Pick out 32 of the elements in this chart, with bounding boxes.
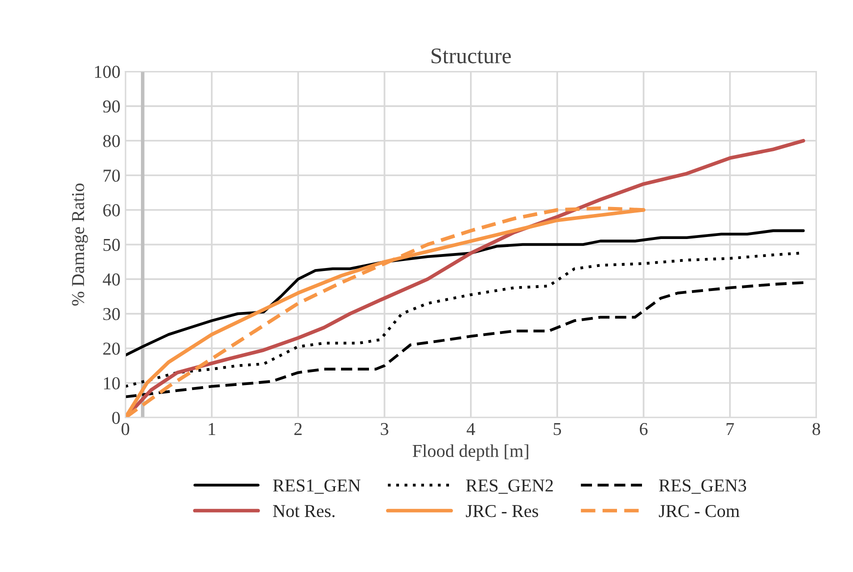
x-tick-label: 1 xyxy=(208,423,216,435)
line-series xyxy=(125,229,805,357)
y-tick-label: 40 xyxy=(102,273,120,286)
y-tick-label: 50 xyxy=(104,238,120,251)
legend-label: RES1_GEN xyxy=(273,479,360,494)
x-tick-label: 0 xyxy=(122,422,130,436)
x-tick-label: 7 xyxy=(726,423,734,435)
y-tick-label: 70 xyxy=(104,170,120,182)
y-tick-label: 0 xyxy=(112,412,120,424)
x-axis-title: Flood depth [m] xyxy=(412,444,528,461)
x-tick-label: 5 xyxy=(554,423,562,436)
y-tick-label: 100 xyxy=(95,66,120,78)
x-tick-label: 3 xyxy=(380,422,388,436)
y-tick-label: 80 xyxy=(103,134,120,148)
x-tick-label: 8 xyxy=(812,422,820,436)
y-axis-title: % Damage Ratio xyxy=(72,184,88,306)
y-tick-label: 60 xyxy=(103,204,120,216)
y-tick-label: 20 xyxy=(103,342,120,355)
chart-title: Structure xyxy=(432,48,511,64)
line-series xyxy=(125,252,800,388)
y-tick-label: 10 xyxy=(104,377,120,390)
legend-label: JRC - Res xyxy=(466,504,538,518)
y-tick-label: 30 xyxy=(103,308,120,320)
x-tick-label: 6 xyxy=(640,422,648,436)
legend-label: JRC - Com xyxy=(658,504,740,518)
x-tick-label: 4 xyxy=(466,423,476,435)
y-tick-label: 90 xyxy=(103,100,120,113)
x-tick-label: 2 xyxy=(294,422,302,435)
legend-label: Not Res. xyxy=(273,505,335,518)
line-series xyxy=(125,281,805,398)
legend-label: RES_GEN2 xyxy=(466,479,553,494)
legend-label: RES_GEN3 xyxy=(659,479,746,494)
